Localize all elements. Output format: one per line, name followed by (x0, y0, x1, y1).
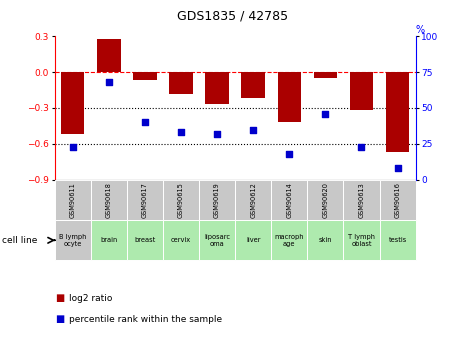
Bar (314, 72, 337, 78)
Text: brain: brain (100, 237, 117, 243)
Text: breast: breast (134, 237, 155, 243)
Text: GSM90612: GSM90612 (250, 182, 256, 218)
Bar (380, 180, 416, 220)
Bar (199, 220, 235, 260)
Bar (205, 72, 229, 105)
Bar (271, 180, 307, 220)
Text: GSM90617: GSM90617 (142, 182, 148, 218)
Text: GSM90620: GSM90620 (323, 182, 328, 218)
Bar (163, 180, 199, 220)
Bar (169, 72, 193, 93)
Text: GSM90611: GSM90611 (70, 182, 76, 218)
Bar (91, 220, 127, 260)
Bar (127, 220, 163, 260)
Text: GSM90618: GSM90618 (106, 182, 112, 218)
Point (69, 144, 76, 149)
Point (285, 151, 293, 157)
Bar (350, 72, 373, 110)
Text: GSM90615: GSM90615 (178, 182, 184, 218)
Bar (277, 72, 301, 122)
Text: cell line: cell line (2, 236, 38, 245)
Bar (307, 220, 343, 260)
Bar (55, 220, 91, 260)
Bar (235, 220, 271, 260)
Point (213, 131, 221, 137)
Bar (307, 180, 343, 220)
Text: log2 ratio: log2 ratio (69, 294, 112, 303)
Text: ■: ■ (55, 294, 64, 303)
Text: liver: liver (246, 237, 260, 243)
Bar (199, 180, 235, 220)
Bar (133, 72, 157, 80)
Text: GSM90619: GSM90619 (214, 182, 220, 218)
Text: liposarc
oma: liposarc oma (204, 234, 230, 247)
Bar (127, 180, 163, 220)
Bar (380, 220, 416, 260)
Bar (271, 220, 307, 260)
Text: B lymph
ocyte: B lymph ocyte (59, 234, 86, 247)
Point (322, 111, 329, 117)
Bar (343, 180, 380, 220)
Bar (91, 180, 127, 220)
Point (249, 127, 257, 132)
Point (177, 130, 185, 135)
Text: skin: skin (319, 237, 332, 243)
Bar (235, 180, 271, 220)
Text: percentile rank within the sample: percentile rank within the sample (69, 315, 222, 324)
Text: testis: testis (389, 237, 407, 243)
Point (141, 120, 149, 125)
Bar (163, 220, 199, 260)
Point (394, 166, 401, 171)
Text: ■: ■ (55, 314, 64, 324)
Text: GSM90616: GSM90616 (395, 182, 400, 218)
Text: cervix: cervix (171, 237, 191, 243)
Bar (386, 72, 409, 152)
Text: %: % (416, 25, 425, 35)
Point (105, 79, 113, 85)
Text: GSM90613: GSM90613 (359, 182, 364, 218)
Text: GDS1835 / 42785: GDS1835 / 42785 (177, 9, 288, 22)
Text: macroph
age: macroph age (275, 234, 304, 247)
Text: GSM90614: GSM90614 (286, 182, 292, 218)
Text: T lymph
oblast: T lymph oblast (348, 234, 375, 247)
Bar (61, 72, 85, 134)
Bar (343, 220, 380, 260)
Bar (241, 72, 265, 98)
Point (358, 144, 365, 149)
Bar (97, 39, 121, 72)
Bar (55, 180, 91, 220)
